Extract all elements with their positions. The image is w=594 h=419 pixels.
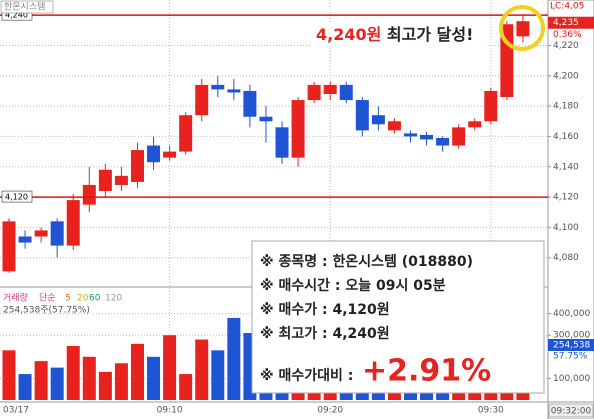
candle-body [163, 151, 177, 158]
info-compare-value: +2.91% [362, 354, 491, 389]
candle-body [66, 200, 80, 246]
volume-bar [130, 343, 144, 400]
candle-body [34, 230, 48, 237]
candle-body [243, 90, 257, 117]
annotation-price: 4,240원 [316, 25, 381, 44]
y-tick-label: 4,140 [553, 162, 579, 172]
ma-period: 20 [77, 294, 89, 304]
annotation-text: 4,240원 최고가 달성! [316, 25, 473, 44]
volume-bar [50, 367, 64, 400]
candle-body [179, 115, 193, 152]
lc-label: LC:4,05 [550, 2, 584, 12]
last-volume-label: 254,538 [553, 341, 590, 351]
candle-body [323, 84, 337, 94]
volume-bar [114, 363, 128, 400]
x-tick-label: 09:30 [478, 406, 504, 416]
candle-body [259, 116, 273, 122]
candle-body [114, 175, 128, 185]
volume-tick-label: 400,000 [553, 309, 590, 319]
ma-period: 5 [65, 294, 71, 304]
volume-bar [18, 374, 32, 400]
y-tick-label: 4,160 [553, 132, 579, 142]
candle-body [50, 221, 64, 246]
info-box [251, 240, 545, 394]
candle-body [516, 21, 530, 37]
time-box [548, 403, 594, 418]
reference-label: 4,240 [5, 11, 28, 20]
candle-body [420, 134, 434, 140]
candle-body [98, 169, 112, 192]
candle-body [18, 236, 32, 243]
annotation-bg [312, 22, 488, 46]
candle-body [355, 100, 369, 131]
info-line: ※ 종목명 : 한온시스템 (018880) [260, 253, 473, 270]
highlight-circle [499, 5, 545, 51]
ma-period: 60 [89, 294, 101, 304]
info-line: ※ 매수가 : 4,120원 [260, 302, 390, 318]
candle-body [468, 121, 482, 128]
y-tick-label: 4,180 [553, 102, 579, 112]
y-tick-label: 4,080 [553, 253, 579, 263]
volume-bar [2, 350, 16, 400]
info-line: ※ 최고가 : 4,240원 [260, 326, 390, 342]
reference-label-box [1, 190, 33, 203]
chart-title: 한온시스템 [4, 1, 45, 13]
volume-bar [82, 356, 96, 400]
x-tick-label: 09:10 [157, 406, 183, 416]
last-volume-box [548, 339, 594, 352]
candle-body [387, 121, 401, 131]
last-price-label: 4,235 [553, 18, 579, 28]
volume-bar [179, 374, 193, 400]
time-label: 09:32:00 [551, 407, 592, 417]
x-tick-label: 03/17 [3, 406, 29, 416]
candle-body [227, 89, 241, 93]
y-tick-label: 4,220 [553, 41, 579, 51]
y-tick-label: 4,100 [553, 223, 579, 233]
candle-body [275, 127, 289, 158]
volume-bar [147, 356, 161, 400]
candle-body [339, 84, 353, 101]
volume-bar [163, 335, 177, 400]
volume-bar [227, 317, 241, 400]
y-tick-label: 4,120 [553, 193, 579, 203]
last-price-box [548, 16, 594, 29]
y-tick-label: 4,200 [553, 71, 579, 81]
annotation: 4,240원 최고가 달성! [312, 22, 488, 46]
annotation-caption: 최고가 달성! [387, 25, 473, 44]
candle-body [291, 100, 305, 158]
volume-bar [211, 350, 225, 400]
info-compare-label: ※ 매수가대비 : [260, 368, 353, 384]
x-tick-label: 09:20 [317, 406, 343, 416]
volume-bar [98, 371, 112, 400]
ma-label: 단순 [39, 293, 56, 304]
volume-last-label: 254,538주(57.75%) [3, 305, 90, 316]
volume-bar [34, 361, 48, 400]
volume-tick-label: 300,000 [553, 331, 590, 341]
candle-body [371, 115, 385, 125]
candle-body [130, 150, 144, 182]
volume-bar [195, 339, 209, 400]
volume-tick-label: 100,000 [553, 374, 590, 384]
volume-bar [66, 346, 80, 400]
candle-body [2, 221, 16, 272]
candle-body [484, 90, 498, 122]
reference-label: 4,120 [5, 193, 28, 202]
candle-body [404, 133, 417, 137]
candle-body [195, 84, 209, 116]
candle-body [211, 84, 225, 90]
candle-body [436, 137, 450, 146]
ma-period: 120 [105, 294, 122, 304]
candle-body [500, 24, 514, 98]
candle-body [452, 127, 466, 146]
change-label: 0.36% [553, 30, 582, 40]
title-box [0, 0, 54, 14]
candle-body [307, 84, 321, 101]
candle-body [82, 184, 96, 205]
volume-ratio-label: 57.75% [553, 352, 588, 362]
candle-body [147, 145, 161, 163]
volume-title: 거래량 [3, 292, 28, 304]
info-line: ※ 매수시간 : 오늘 09시 05분 [260, 277, 446, 294]
